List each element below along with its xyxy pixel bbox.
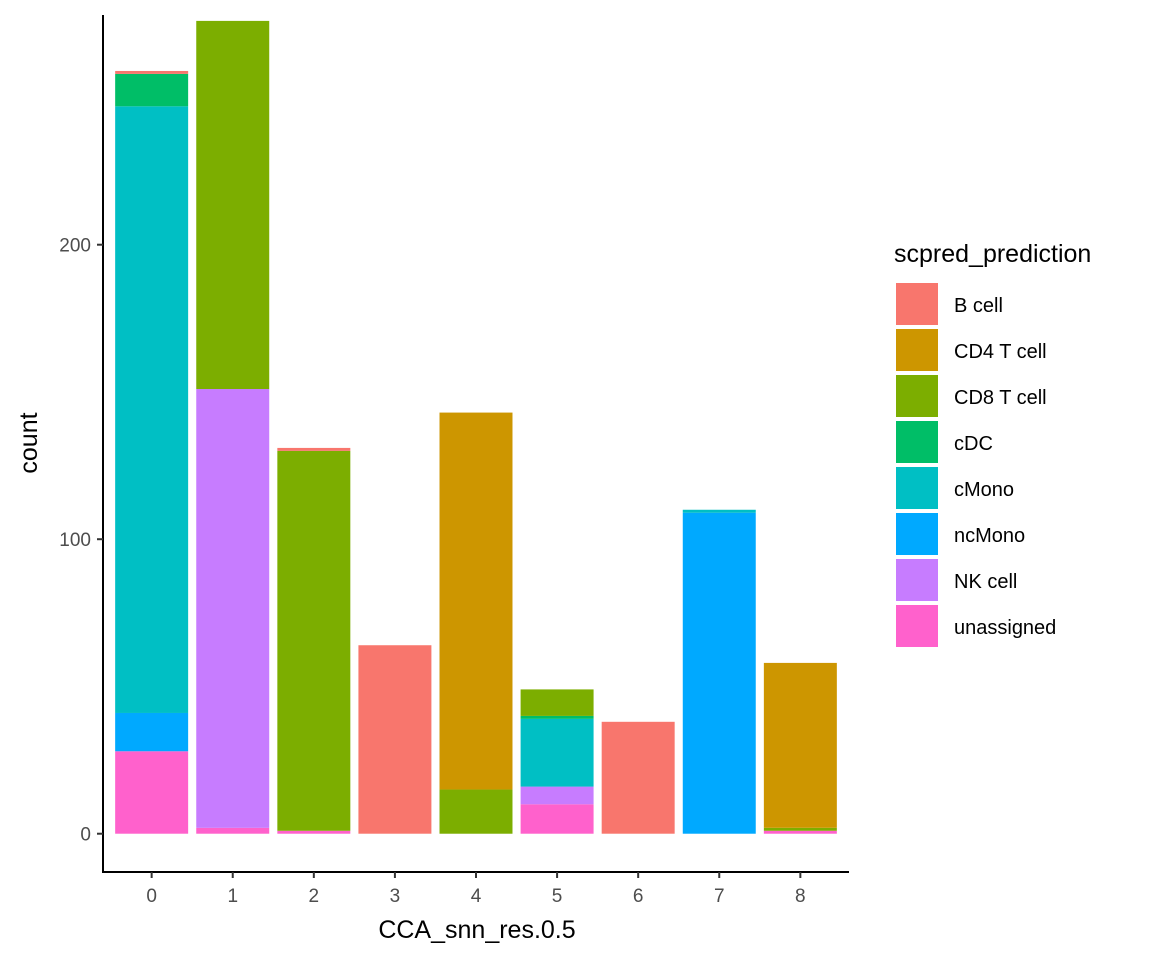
bar-segment-8-cd8-t-cell (763, 827, 837, 831)
x-tick-label: 5 (552, 886, 563, 907)
legend-label-nk-cell: NK cell (954, 571, 1017, 593)
bar-segment-0-b-cell (115, 70, 189, 74)
bar-segment-0-unassigned (115, 751, 189, 834)
bar-segment-2-unassigned (277, 830, 351, 834)
legend-swatch-cd4-t-cell (896, 329, 938, 371)
y-tick-label: 200 (59, 236, 91, 257)
legend-title: scpred_prediction (894, 240, 1091, 268)
bar-segment-3-b-cell (358, 645, 432, 834)
legend-swatch-cmono (896, 467, 938, 509)
bar-segment-6-b-cell (601, 721, 675, 834)
legend-label-b-cell: B cell (954, 295, 1003, 317)
bar-segment-0-cmono (115, 106, 189, 713)
bar-segment-8-cd4-t-cell (763, 662, 837, 828)
bar-segment-2-cd8-t-cell (277, 450, 351, 831)
bar-segment-1-nk-cell (196, 389, 270, 828)
x-tick-label: 0 (146, 886, 157, 907)
bar-segment-5-cmono (520, 718, 594, 787)
bar-segment-1-cd8-t-cell (196, 20, 270, 390)
bar-segment-8-unassigned (763, 830, 837, 834)
legend-swatch-cd8-t-cell (896, 375, 938, 417)
legend: scpred_prediction B cell CD4 T cell CD8 T … (894, 240, 1091, 647)
bar-segment-5-unassigned (520, 804, 594, 834)
bar-segment-7-ncmono (682, 512, 756, 834)
bar-segment-7-cmono (682, 509, 756, 513)
x-tick-label: 4 (471, 886, 482, 907)
x-tick-label: 1 (227, 886, 238, 907)
legend-swatch-b-cell (896, 283, 938, 325)
legend-swatch-nk-cell (896, 559, 938, 601)
legend-swatch-ncmono (896, 513, 938, 555)
bar-segment-0-cdc (115, 73, 189, 107)
legend-label-cd4-t-cell: CD4 T cell (954, 341, 1047, 363)
bar-segment-0-ncmono (115, 712, 189, 752)
x-tick-label: 6 (633, 886, 644, 907)
legend-label-cmono: cMono (954, 479, 1014, 501)
bar-segment-5-cd8-t-cell (520, 689, 594, 716)
x-ticks: 0 1 2 3 4 5 6 7 8 (146, 872, 806, 907)
y-tick-label: 100 (59, 530, 91, 551)
legend-label-ncmono: ncMono (954, 525, 1025, 547)
x-tick-label: 2 (309, 886, 320, 907)
bar-segment-4-cd4-t-cell (439, 412, 513, 790)
legend-swatch-unassigned (896, 605, 938, 647)
bar-segment-5-cdc (520, 715, 594, 719)
x-tick-label: 8 (795, 886, 806, 907)
bars-layer (115, 20, 837, 834)
bar-segment-4-cd8-t-cell (439, 789, 513, 834)
legend-label-unassigned: unassigned (954, 617, 1056, 639)
bar-segment-1-unassigned (196, 827, 270, 834)
bar-segment-2-b-cell (277, 447, 351, 451)
bar-segment-5-nk-cell (520, 786, 594, 805)
y-ticks: 0 100 200 (59, 236, 103, 846)
x-tick-label: 3 (390, 886, 401, 907)
legend-swatch-cdc (896, 421, 938, 463)
legend-label-cdc: cDC (954, 433, 993, 455)
x-axis-title: CCA_snn_res.0.5 (378, 916, 575, 944)
x-tick-label: 7 (714, 886, 725, 907)
y-axis-title: count (15, 412, 43, 473)
y-tick-label: 0 (80, 825, 91, 846)
legend-label-cd8-t-cell: CD8 T cell (954, 387, 1047, 409)
